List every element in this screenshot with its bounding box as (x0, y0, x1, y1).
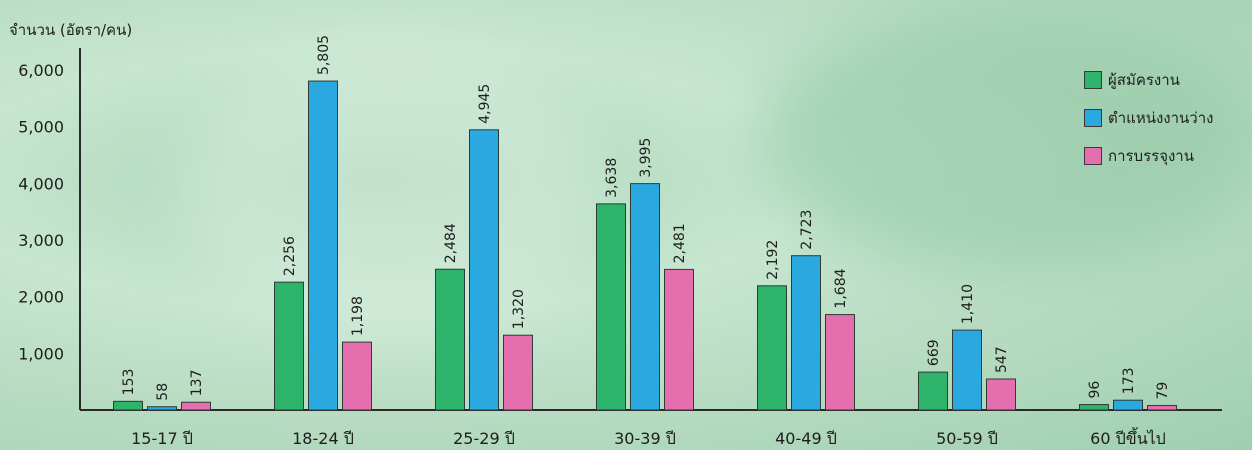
bar (181, 401, 211, 411)
x-tick-label: 30-39 ปี (614, 429, 676, 448)
background-wash (180, 40, 600, 340)
bar (503, 334, 533, 411)
data-label: 79 (1155, 382, 1171, 400)
bar (986, 378, 1016, 411)
legend-swatch-applicants (1084, 71, 1102, 89)
bar (469, 129, 499, 411)
x-tick-label: 25-29 ปี (453, 429, 515, 448)
bar (664, 268, 694, 411)
data-label: 137 (189, 370, 205, 397)
data-label: 173 (1121, 367, 1137, 394)
data-label: 1,198 (350, 296, 366, 336)
bar (435, 268, 465, 411)
data-label: 2,484 (443, 223, 459, 263)
y-tick-label: 4,000 (18, 174, 64, 193)
y-tick-label: 2,000 (18, 288, 64, 307)
y-tick-label: 1,000 (18, 344, 64, 363)
bar (1147, 405, 1177, 411)
x-tick-label: 60 ปีขึ้นไป (1090, 427, 1166, 448)
legend-item-applicants: ผู้สมัครงาน (1084, 66, 1213, 94)
data-label: 2,256 (282, 236, 298, 276)
y-tick-label: 5,000 (18, 118, 64, 137)
data-label: 153 (121, 369, 137, 396)
x-tick-label: 18-24 ปี (292, 429, 354, 448)
bar (308, 80, 338, 411)
data-label: 2,723 (799, 210, 815, 250)
data-label: 4,945 (477, 84, 493, 124)
data-label: 96 (1087, 381, 1103, 399)
data-label: 58 (155, 383, 171, 401)
bar (1079, 404, 1109, 411)
background-wash (760, 10, 1252, 270)
legend-swatch-placements (1084, 147, 1102, 165)
bar (952, 329, 982, 411)
data-label: 5,805 (316, 35, 332, 75)
data-label: 3,638 (604, 158, 620, 198)
bar (113, 400, 143, 411)
bar (596, 203, 626, 411)
bar (825, 314, 855, 411)
legend-item-placements: การบรรจุงาน (1084, 142, 1213, 170)
y-tick-label: 6,000 (18, 61, 64, 80)
data-label: 1,320 (511, 289, 527, 329)
legend: ผู้สมัครงาน ตำแหน่งงานว่าง การบรรจุงาน (1084, 66, 1213, 180)
bar (274, 281, 304, 411)
data-label: 669 (926, 339, 942, 366)
y-axis-label: จำนวน (อัตรา/คน) (9, 21, 133, 39)
x-tick-label: 15-17 ปี (131, 429, 193, 448)
bar (791, 255, 821, 411)
bar (1113, 399, 1143, 411)
bar (147, 406, 177, 411)
bar (630, 183, 660, 411)
data-label: 547 (994, 346, 1010, 373)
bar (342, 341, 372, 411)
legend-swatch-vacancies (1084, 109, 1102, 127)
data-label: 1,684 (833, 268, 849, 308)
data-label: 2,192 (765, 240, 781, 280)
data-label: 2,481 (672, 223, 688, 263)
legend-label-placements: การบรรจุงาน (1108, 147, 1194, 165)
data-label: 3,995 (638, 138, 654, 178)
y-tick-label: 3,000 (18, 231, 64, 250)
legend-label-vacancies: ตำแหน่งงานว่าง (1108, 109, 1214, 127)
legend-item-vacancies: ตำแหน่งงานว่าง (1084, 104, 1213, 132)
data-label: 1,410 (960, 284, 976, 324)
x-tick-label: 50-59 ปี (936, 429, 998, 448)
legend-label-applicants: ผู้สมัครงาน (1108, 71, 1180, 89)
bar (918, 371, 948, 411)
bar (757, 285, 787, 411)
x-tick-label: 40-49 ปี (775, 429, 837, 448)
